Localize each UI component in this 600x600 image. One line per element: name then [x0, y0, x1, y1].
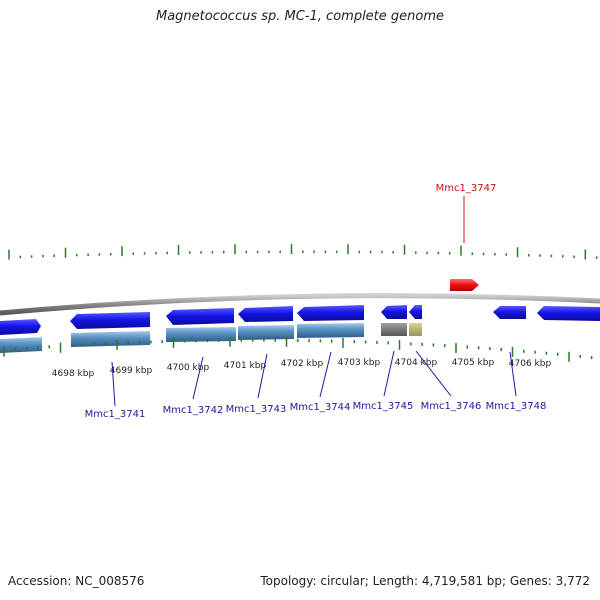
scale-label: 4705 kbp [452, 358, 495, 368]
scale-label: 4702 kbp [281, 359, 324, 369]
genome-backbone [0, 293, 600, 316]
track-gene[interactable] [71, 331, 150, 347]
gene-arrow[interactable] [297, 305, 364, 321]
scale-label: 4701 kbp [224, 361, 267, 371]
gene-arrow[interactable] [166, 308, 234, 325]
gene-label-mmc1-3746[interactable]: Mmc1_3746 [421, 401, 482, 412]
gene-label-mmc1-3742[interactable]: Mmc1_3742 [163, 405, 224, 416]
gene-label-mmc1-3741[interactable]: Mmc1_3741 [85, 409, 146, 420]
second-track-genes [0, 323, 422, 353]
track-gene[interactable] [409, 323, 422, 336]
leader-lines [111, 350, 517, 407]
gene-arrow[interactable] [537, 306, 600, 321]
track-gene[interactable] [0, 337, 42, 353]
highlighted-gene-arrow[interactable] [450, 279, 479, 291]
gene-arrow[interactable] [238, 306, 293, 322]
track-gene[interactable] [166, 327, 236, 342]
gene-arrow[interactable] [381, 305, 407, 319]
gene-arrow[interactable] [409, 305, 422, 319]
gene-label-mmc1-3745[interactable]: Mmc1_3745 [353, 401, 414, 412]
gene-arrow[interactable] [70, 312, 150, 329]
gene-label-mmc1-3743[interactable]: Mmc1_3743 [226, 404, 287, 415]
inner-tick-ring [3, 336, 593, 362]
scale-label: 4700 kbp [167, 363, 210, 373]
scale-label: 4703 kbp [338, 358, 381, 368]
accession-text: Accession: NC_008576 [8, 574, 145, 588]
track-gene[interactable] [238, 325, 294, 340]
gene-arrow[interactable] [493, 306, 526, 319]
map-title: Magnetococcus sp. MC-1, complete genome [155, 9, 445, 24]
track-gene[interactable] [297, 323, 364, 338]
gene-label-mmc1-3748[interactable]: Mmc1_3748 [486, 401, 547, 412]
gene-arrow[interactable] [0, 319, 41, 335]
gene-label-mmc1-3744[interactable]: Mmc1_3744 [290, 402, 351, 413]
scale-label: 4698 kbp [52, 369, 95, 379]
forward-strand-genes [0, 305, 600, 335]
track-gene[interactable] [381, 323, 407, 336]
gene-label-mmc1-3747[interactable]: Mmc1_3747 [436, 183, 497, 194]
scale-label: 4706 kbp [509, 359, 552, 369]
scale-label: 4699 kbp [110, 366, 153, 376]
scale-label: 4704 kbp [395, 358, 438, 368]
outer-tick-ring [8, 244, 598, 260]
genome-summary-text: Topology: circular; Length: 4,719,581 bp… [260, 574, 590, 588]
